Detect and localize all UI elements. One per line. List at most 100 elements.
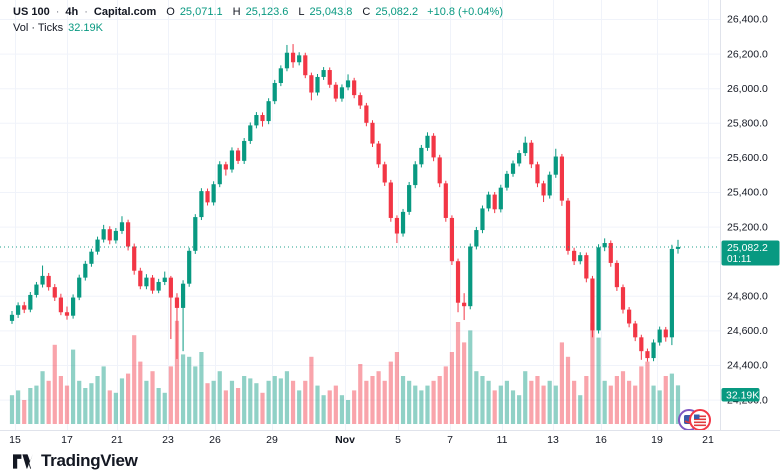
- candle-body[interactable]: [162, 277, 167, 282]
- candle-body[interactable]: [46, 275, 51, 288]
- candle-body[interactable]: [40, 275, 45, 285]
- candle-body[interactable]: [364, 105, 369, 123]
- candle-body[interactable]: [486, 194, 491, 209]
- candle-body[interactable]: [71, 297, 76, 316]
- time-axis[interactable]: 15 17 21 23 26 29 Nov 5 7 11 13 16 19 21: [9, 434, 714, 446]
- candle-body[interactable]: [443, 183, 448, 218]
- candle-body[interactable]: [132, 246, 137, 271]
- candle-body[interactable]: [339, 87, 345, 99]
- candle-body[interactable]: [572, 250, 577, 262]
- candle-body[interactable]: [492, 194, 497, 210]
- candle-body[interactable]: [675, 246, 681, 249]
- candle-body[interactable]: [449, 217, 455, 262]
- candle-body[interactable]: [58, 297, 63, 313]
- candle-body[interactable]: [284, 52, 290, 69]
- candle-body[interactable]: [535, 164, 540, 184]
- candle-body[interactable]: [431, 135, 436, 158]
- candle-body[interactable]: [223, 164, 228, 170]
- candle-body[interactable]: [529, 142, 534, 165]
- candle-body[interactable]: [180, 283, 186, 308]
- price-axis[interactable]: 26,400.0 26,200.0 26,000.0 25,800.0 25,600.0…: [727, 14, 768, 407]
- candle-body[interactable]: [608, 243, 613, 263]
- candle-body[interactable]: [651, 342, 656, 359]
- candle-body[interactable]: [89, 251, 94, 264]
- candle-body[interactable]: [16, 305, 21, 315]
- candle-body[interactable]: [125, 222, 131, 247]
- candle-body[interactable]: [614, 262, 619, 288]
- candle-body[interactable]: [113, 230, 118, 241]
- candle-body[interactable]: [34, 284, 39, 295]
- candle-body[interactable]: [504, 173, 510, 188]
- candle-body[interactable]: [358, 95, 363, 106]
- candle-body[interactable]: [413, 164, 418, 186]
- event-markers[interactable]: [678, 409, 711, 431]
- candle-body[interactable]: [156, 281, 161, 291]
- candle-body[interactable]: [199, 191, 204, 218]
- candle-body[interactable]: [174, 297, 180, 308]
- candle-body[interactable]: [242, 140, 247, 161]
- candle-body[interactable]: [64, 312, 70, 316]
- candle-body[interactable]: [272, 83, 277, 102]
- candle-body[interactable]: [553, 156, 558, 175]
- candle-body[interactable]: [119, 222, 125, 231]
- candle-body[interactable]: [468, 246, 473, 307]
- candle-body[interactable]: [168, 277, 173, 298]
- candle-body[interactable]: [28, 294, 33, 310]
- candle-body[interactable]: [101, 229, 106, 240]
- candlestick-chart[interactable]: 26,400.0 26,200.0 26,000.0 25,800.0 25,600.0…: [0, 0, 780, 448]
- candle-body[interactable]: [584, 255, 589, 279]
- candle-body[interactable]: [455, 261, 461, 303]
- candle-body[interactable]: [254, 115, 259, 126]
- candle-body[interactable]: [645, 351, 650, 359]
- candle-body[interactable]: [596, 247, 601, 331]
- candle-body[interactable]: [193, 217, 198, 251]
- tradingview-logo[interactable]: TradingView: [13, 451, 138, 471]
- candle-body[interactable]: [290, 52, 296, 63]
- candle-body[interactable]: [77, 277, 82, 298]
- candle-body[interactable]: [248, 125, 253, 141]
- candle-body[interactable]: [547, 174, 552, 196]
- candle-body[interactable]: [260, 115, 265, 122]
- candle-body[interactable]: [541, 183, 546, 196]
- candle-body[interactable]: [278, 68, 283, 84]
- candle-body[interactable]: [187, 250, 192, 284]
- candle-body[interactable]: [95, 239, 100, 252]
- candle-body[interactable]: [345, 80, 351, 88]
- candle-body[interactable]: [620, 287, 626, 310]
- candle-body[interactable]: [376, 143, 381, 165]
- candle-body[interactable]: [419, 147, 424, 165]
- candle-body[interactable]: [657, 329, 662, 343]
- candle-body[interactable]: [211, 184, 216, 203]
- candle-body[interactable]: [559, 156, 564, 201]
- candle-body[interactable]: [370, 122, 375, 144]
- candle-body[interactable]: [83, 263, 88, 278]
- candle-body[interactable]: [333, 84, 338, 99]
- candle-body[interactable]: [510, 163, 516, 174]
- candle-body[interactable]: [627, 309, 632, 324]
- candle-body[interactable]: [9, 314, 15, 321]
- candle-body[interactable]: [517, 153, 522, 164]
- candle-body[interactable]: [437, 157, 442, 184]
- candle-body[interactable]: [321, 70, 326, 77]
- candle-body[interactable]: [425, 135, 430, 148]
- candle-body[interactable]: [400, 211, 406, 234]
- candle-body[interactable]: [407, 185, 412, 212]
- candle-body[interactable]: [205, 191, 210, 203]
- candle-body[interactable]: [150, 277, 155, 291]
- candle-body[interactable]: [394, 217, 400, 234]
- candle-body[interactable]: [217, 164, 222, 185]
- candle-body[interactable]: [480, 208, 485, 231]
- candle-body[interactable]: [235, 150, 241, 161]
- candle-body[interactable]: [639, 337, 644, 352]
- candle-body[interactable]: [327, 70, 332, 85]
- candle-body[interactable]: [382, 164, 387, 183]
- candle-body[interactable]: [523, 142, 528, 154]
- candle-body[interactable]: [303, 55, 308, 76]
- candle-body[interactable]: [52, 287, 57, 298]
- candle-body[interactable]: [602, 243, 607, 248]
- candle-body[interactable]: [498, 187, 503, 210]
- candle-body[interactable]: [297, 55, 302, 63]
- candle-body[interactable]: [663, 329, 668, 338]
- candle-body[interactable]: [144, 277, 149, 287]
- candle-body[interactable]: [107, 229, 112, 241]
